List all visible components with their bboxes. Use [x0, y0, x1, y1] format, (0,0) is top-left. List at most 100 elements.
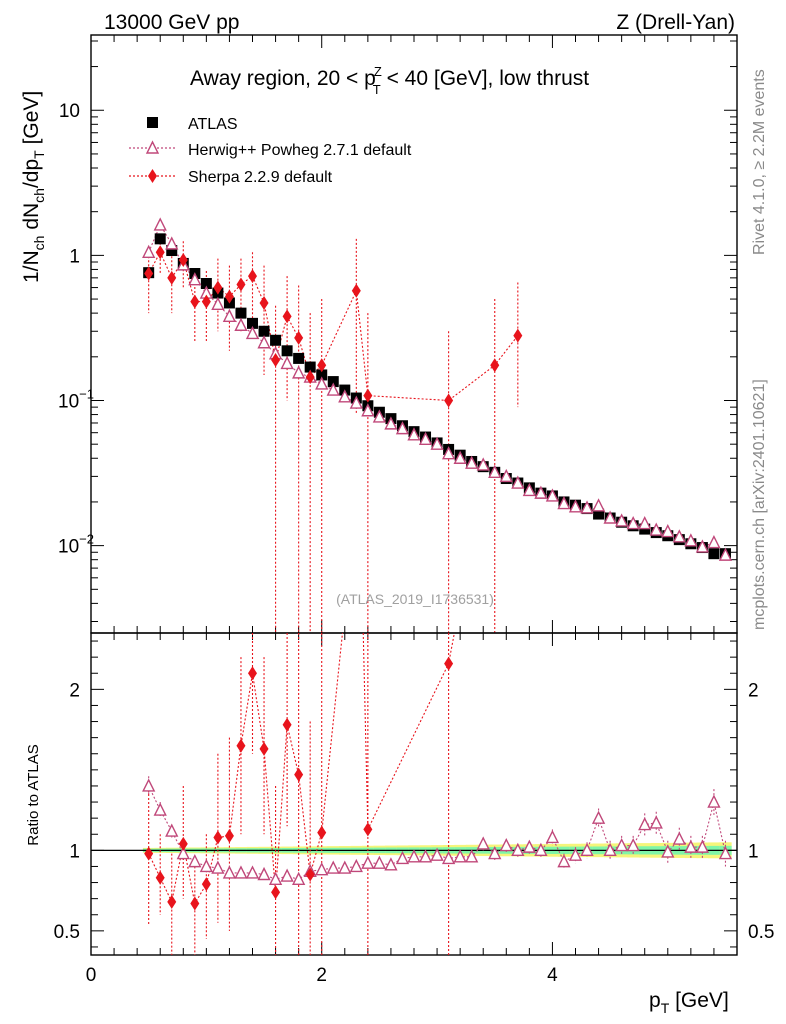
sherpa-data-point [363, 388, 373, 403]
herwig-data-point [476, 457, 490, 471]
herwig-ratio-point [545, 829, 560, 844]
herwig-ratio-point [707, 794, 721, 808]
sherpa-data-point [513, 328, 523, 343]
atlas-data-point [327, 376, 339, 388]
sherpa-ratio-point [305, 867, 315, 882]
main-y-tick-label: 1 [69, 246, 80, 267]
herwig-data-point [684, 533, 698, 547]
x-tick-labels: 0 2 4 [86, 965, 558, 986]
sherpa-data-point [305, 370, 315, 385]
herwig-data-point [649, 522, 663, 536]
herwig-ratio-point [661, 844, 675, 858]
herwig-ratio-point [615, 837, 629, 852]
legend-atlas-label: ATLAS [188, 116, 238, 133]
x-axis-label: pT [GeV] [649, 989, 729, 1016]
atlas-data-point [258, 325, 270, 337]
ratio-panel: 0.5 0.5 1 1 2 2 0 2 4 Ratio to ATLAS pT [GeV] [25, 632, 775, 1016]
herwig-data-point [707, 534, 721, 549]
herwig-data-point [430, 436, 444, 450]
x-tick-label: 4 [547, 965, 558, 986]
atlas-data-point [235, 307, 247, 319]
sherpa-ratio-point [271, 885, 281, 900]
herwig-data-point [580, 500, 594, 514]
herwig-data-point [695, 539, 710, 553]
sherpa-data-point [144, 266, 154, 281]
herwig-ratio-point [684, 839, 698, 853]
herwig-ratio-point [476, 836, 490, 850]
herwig-ratio-point [649, 815, 663, 829]
herwig-ratio-point [407, 849, 421, 863]
main-y-tick-label: 10−1 [58, 387, 94, 413]
sherpa-ratio-point [190, 896, 200, 911]
sherpa-data-point [259, 295, 269, 310]
xlabel-part-2: [GeV] [669, 989, 729, 1012]
rivet-version-label: Rivet 4.1.0, ≥ 2.2M events [751, 69, 768, 255]
legend-sherpa-marker [148, 169, 157, 183]
main-data-marks [142, 217, 733, 633]
herwig-ratio-point [672, 831, 686, 845]
sherpa-ratio-point [317, 825, 327, 840]
herwig-ratio-point [211, 860, 225, 874]
herwig-ratio-point [580, 842, 594, 857]
sherpa-data-point [282, 309, 292, 324]
ratio-y-tick-labels: 0.5 0.5 1 1 2 2 [54, 680, 775, 943]
herwig-ratio-point [430, 847, 444, 861]
main-y-tick-base: 10 [59, 101, 80, 122]
herwig-ratio-point [188, 854, 202, 868]
herwig-main-line [148, 223, 726, 556]
sherpa-ratio-point [294, 767, 304, 782]
herwig-data-point [349, 395, 363, 409]
herwig-ratio-point [534, 842, 548, 857]
herwig-data-point [626, 515, 640, 530]
herwig-data-point [557, 495, 571, 510]
herwig-ratio-point [465, 849, 479, 863]
herwig-ratio-point [453, 849, 467, 863]
sherpa-data-point [213, 280, 223, 295]
herwig-ratio-point [591, 810, 606, 824]
sherpa-ratio-point [155, 870, 165, 885]
title-sub-t: T [373, 82, 381, 97]
herwig-data-point [384, 416, 398, 430]
sherpa-data-point [155, 245, 165, 260]
herwig-ratio-point [695, 839, 710, 853]
herwig-data-point [672, 529, 686, 543]
atlas-data-point [708, 548, 720, 560]
ylabel-part-3: /dp [20, 159, 43, 188]
main-y-tick-base: 10 [58, 392, 79, 413]
ylabel-sub-ch-2: ch [31, 188, 47, 203]
herwig-ratio-point [499, 837, 513, 852]
atlas-data-point [200, 278, 212, 290]
main-y-tick-exponent: −1 [79, 387, 94, 402]
herwig-data-point [488, 464, 502, 479]
title-sup-z: Z [374, 64, 382, 79]
ylabel-sub-t: T [31, 150, 47, 159]
herwig-ratio-point [522, 839, 536, 853]
herwig-ratio-point [280, 868, 294, 882]
herwig-data-point [222, 308, 237, 323]
header-process-label: Z (Drell-Yan) [616, 11, 735, 34]
main-y-tick-label: 10−2 [58, 532, 94, 558]
sherpa-data-point [167, 270, 177, 285]
herwig-ratio-point [626, 837, 640, 852]
herwig-data-point [615, 513, 629, 527]
sherpa-ratio-point [444, 656, 454, 671]
ratio-y-tick-label-right: 2 [748, 680, 759, 701]
herwig-data-point [418, 431, 433, 446]
atlas-data-point [293, 352, 305, 364]
ratio-y-tick-label: 0.5 [54, 922, 80, 943]
sherpa-data-point [178, 252, 188, 267]
main-panel-title: Away region, 20 < pZ T < 40 [GeV], low th… [190, 64, 589, 97]
title-part-1: Away region, 20 < p [190, 67, 376, 90]
main-axis-ticks [90, 35, 738, 633]
herwig-data-point [165, 236, 179, 250]
herwig-ratio-point [488, 846, 502, 860]
ylabel-part-4: [GeV] [20, 91, 43, 151]
legend-herwig-label: Herwig++ Powheg 2.7.1 default [188, 142, 412, 159]
herwig-ratio-point [153, 802, 167, 816]
herwig-data-point [661, 523, 675, 538]
sherpa-data-point [248, 269, 257, 284]
herwig-data-point [234, 317, 248, 331]
herwig-ratio-point [199, 858, 213, 873]
sherpa-ratio-line [148, 673, 323, 905]
sherpa-data-point [351, 283, 361, 298]
